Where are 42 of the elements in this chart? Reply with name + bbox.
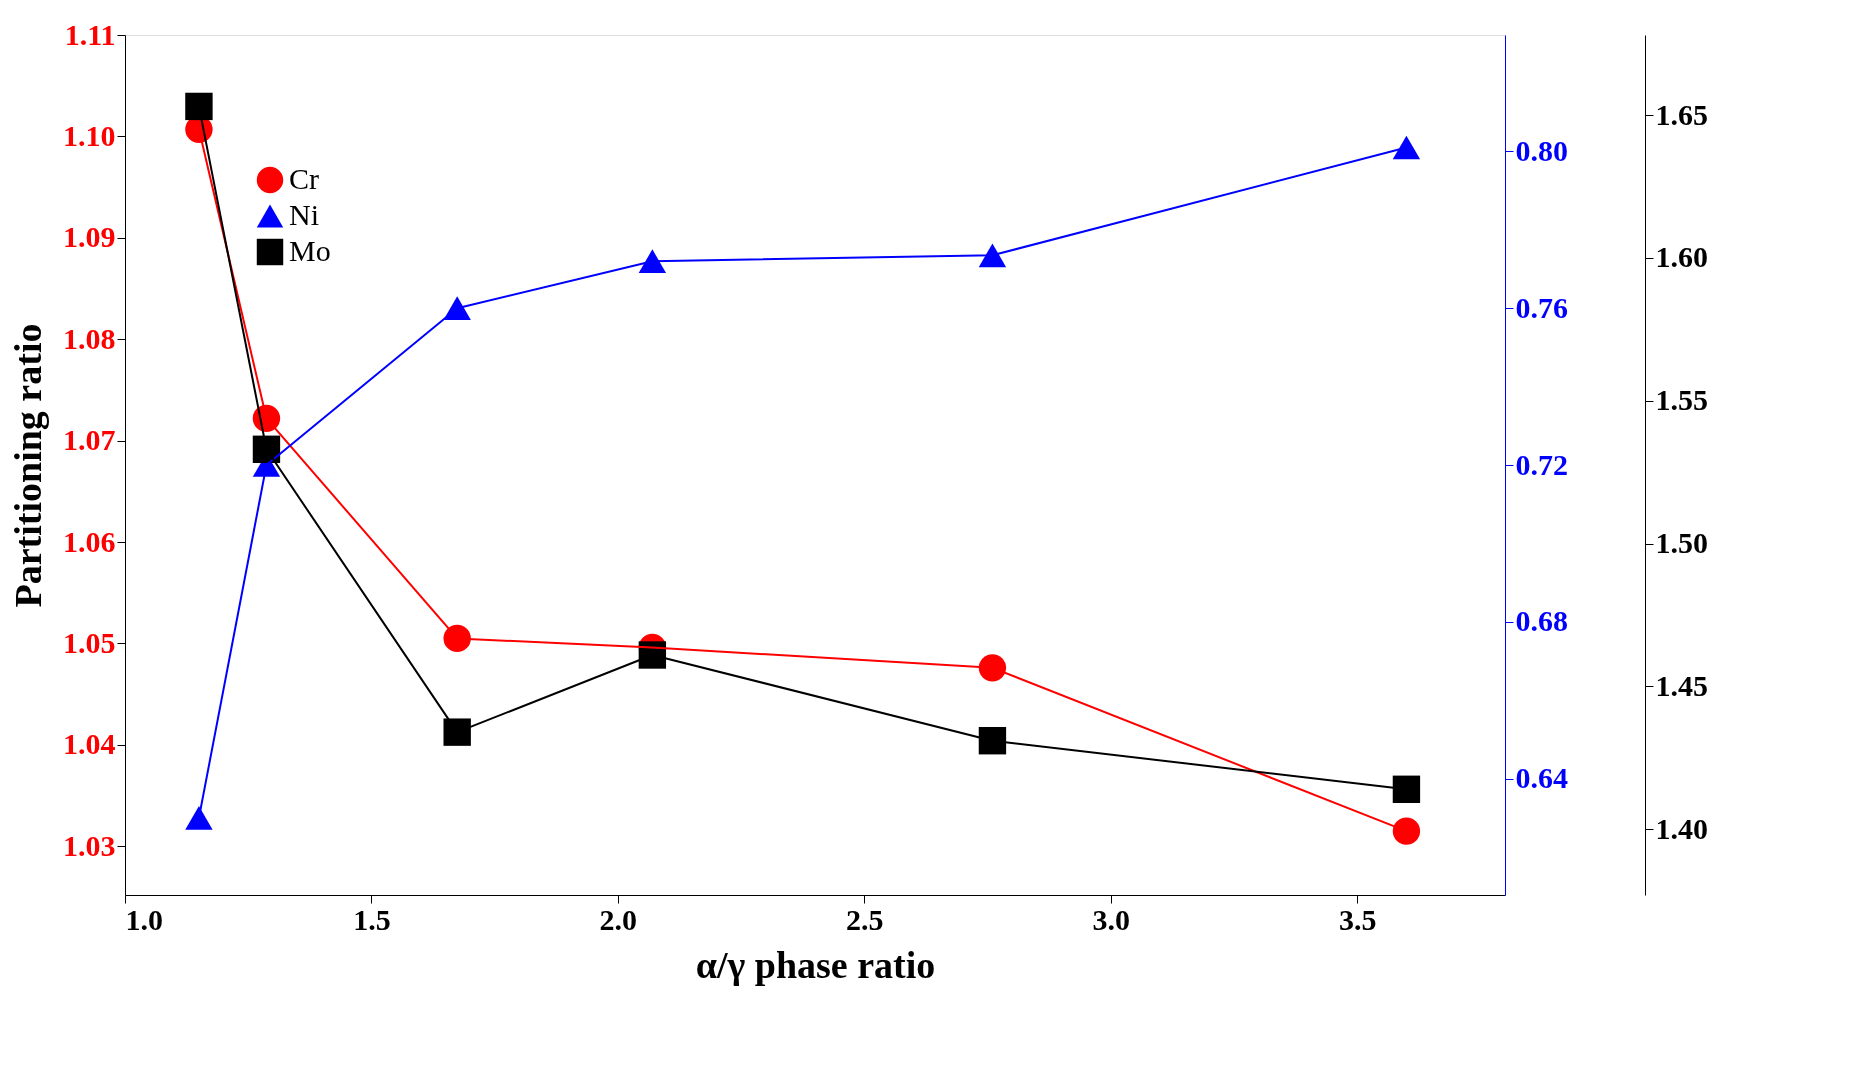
y-tick-label: 1.09 xyxy=(63,220,116,254)
point xyxy=(185,92,213,121)
y-tick-label: 1.03 xyxy=(63,828,116,862)
y-axis-title: Partitioning ratio xyxy=(7,323,49,608)
y2-tick-label: 0.80 xyxy=(1515,133,1568,167)
point xyxy=(185,805,213,830)
point xyxy=(638,249,667,274)
x-tick-label: 3.5 xyxy=(1338,902,1377,936)
point xyxy=(1392,135,1421,160)
legend-label: Cr xyxy=(289,162,320,195)
x-tick-label: 1.5 xyxy=(353,902,391,936)
y3-tick-label: 1.50 xyxy=(1655,526,1708,560)
y-tick-label: 1.07 xyxy=(63,423,116,457)
point xyxy=(443,624,471,653)
point xyxy=(978,727,1007,755)
y-tick-label: 1.10 xyxy=(63,118,116,152)
x-tick-label: 2.0 xyxy=(599,902,638,936)
legend-label: Mo xyxy=(289,234,331,267)
y-tick-label: 1.06 xyxy=(63,524,116,558)
y3-tick-label: 1.55 xyxy=(1655,383,1708,417)
y3-tick-label: 1.65 xyxy=(1655,97,1708,131)
x-tick-label: 1.0 xyxy=(125,902,163,936)
y-tick-label: 1.04 xyxy=(63,727,116,761)
x-tick-label: 3.0 xyxy=(1092,902,1130,936)
point xyxy=(1392,775,1421,803)
y-tick-label: 1.11 xyxy=(64,17,116,51)
point xyxy=(1392,817,1421,845)
legend-label: Ni xyxy=(289,198,319,231)
x-tick-label: 2.5 xyxy=(846,902,884,936)
y2-tick-label: 0.72 xyxy=(1515,447,1568,481)
y-tick-label: 1.08 xyxy=(63,321,116,355)
y2-tick-label: 0.68 xyxy=(1515,604,1568,638)
y2-tick-label: 0.76 xyxy=(1515,290,1568,324)
point xyxy=(978,243,1007,268)
y-tick-label: 1.05 xyxy=(63,625,116,659)
point xyxy=(978,654,1007,682)
y3-tick-label: 1.40 xyxy=(1655,811,1708,845)
x-axis-title: α/γ phase ratio xyxy=(695,943,936,986)
y3-tick-label: 1.45 xyxy=(1655,668,1708,702)
y2-tick-label: 0.64 xyxy=(1515,761,1568,795)
point xyxy=(443,718,471,746)
y3-tick-label: 1.60 xyxy=(1655,240,1708,274)
